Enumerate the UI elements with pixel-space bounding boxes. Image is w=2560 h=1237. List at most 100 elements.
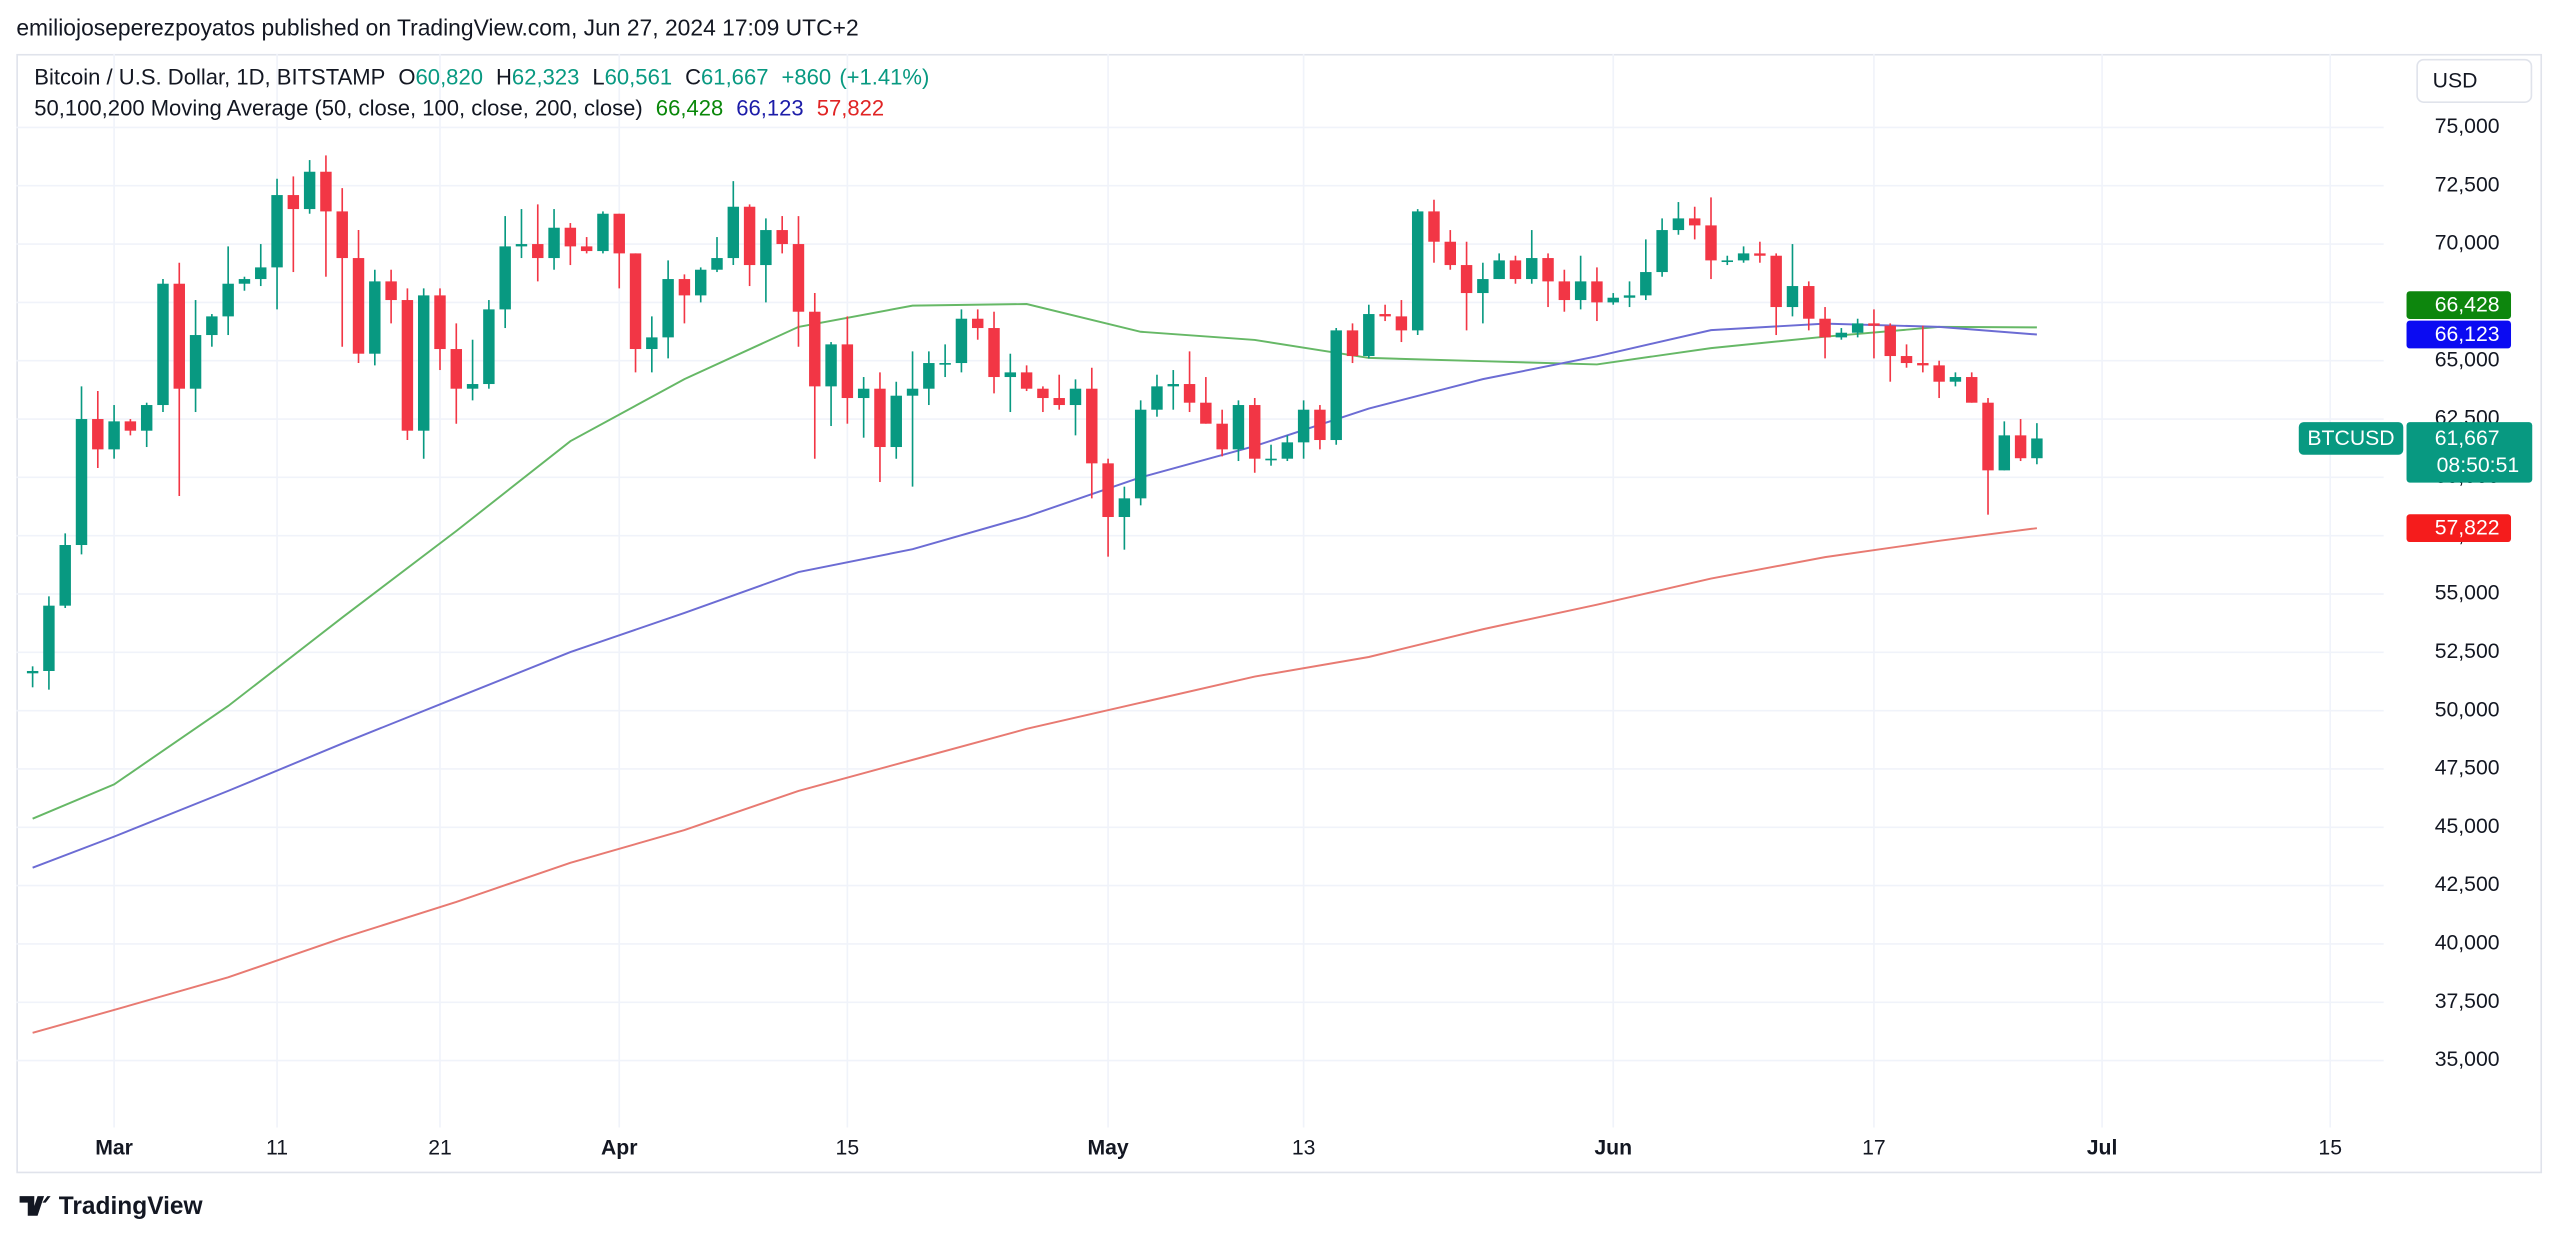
candle-body xyxy=(1574,281,1587,301)
symbol-badge xyxy=(2298,422,2404,455)
candle-body xyxy=(1053,398,1065,406)
candle-body xyxy=(727,206,740,259)
ohlc-value: 60,561 xyxy=(605,64,672,89)
candle-body xyxy=(26,670,39,674)
x-tick-label: Jun xyxy=(1594,1136,1632,1159)
y-tick-label: 50,000 xyxy=(2435,698,2500,721)
candle-body xyxy=(874,388,886,448)
candle-body xyxy=(1900,356,1913,364)
candle-body xyxy=(1623,295,1636,298)
x-tick-label: May xyxy=(1087,1136,1128,1159)
last-price-badge xyxy=(2406,422,2533,483)
candle-body xyxy=(189,335,202,389)
chart-frame xyxy=(16,53,2543,1174)
candle-body xyxy=(923,363,935,389)
candle-body xyxy=(1314,409,1326,441)
candle-body xyxy=(108,421,120,450)
ohlc-value: 60,820 xyxy=(416,64,483,89)
moving-averages xyxy=(32,303,2038,1034)
candle-body xyxy=(1982,402,1994,471)
candle-body xyxy=(1086,388,1098,464)
candle-body xyxy=(972,318,984,329)
ohlc-key: O xyxy=(398,64,415,89)
x-tick-label: 15 xyxy=(2318,1136,2342,1159)
candle-body xyxy=(1134,409,1147,499)
candle-body xyxy=(646,337,658,350)
candle-body xyxy=(75,419,88,546)
candle-body xyxy=(1395,316,1408,331)
y-tick-label: 52,500 xyxy=(2435,640,2500,663)
x-tick-label: 13 xyxy=(1292,1136,1316,1159)
legend-line: 50,100,200 Moving Average (50, close, 10… xyxy=(34,95,884,120)
candle-body xyxy=(939,363,951,365)
x-tick-label: 11 xyxy=(266,1136,288,1159)
y-tick-label: 72,500 xyxy=(2435,173,2500,196)
candle-body xyxy=(271,195,283,268)
candle-body xyxy=(222,283,234,317)
last-price-label: 61,667 xyxy=(2435,427,2500,450)
candle-body xyxy=(1770,255,1782,308)
candle-body xyxy=(711,258,723,270)
candle-body xyxy=(1493,260,1505,280)
candle-body xyxy=(1411,211,1424,331)
moving-average-line xyxy=(32,527,2038,1034)
candle-body xyxy=(124,421,137,431)
y-tick-label: 37,500 xyxy=(2435,990,2500,1013)
candle-body xyxy=(1118,498,1131,518)
candle-body xyxy=(1917,363,1929,366)
ohlc-value: 61,667 xyxy=(701,64,768,89)
change-percent: (+1.41%) xyxy=(839,64,929,89)
candle-body xyxy=(1542,258,1554,282)
candle-body xyxy=(1688,218,1701,226)
candle-body xyxy=(1558,281,1571,301)
y-tick-label: 70,000 xyxy=(2435,232,2500,255)
candle-body xyxy=(629,253,642,350)
candle-body xyxy=(92,419,104,450)
indicator-label: 50,100,200 Moving Average (50, close, 10… xyxy=(34,95,642,120)
candle-body xyxy=(694,269,707,296)
candle-body xyxy=(140,405,153,431)
candle-body xyxy=(1509,260,1522,280)
candle-body xyxy=(906,388,919,396)
candle-body xyxy=(1363,314,1375,357)
candle-body xyxy=(1737,253,1750,261)
candle-body xyxy=(1966,377,1978,403)
candle-body xyxy=(613,213,625,254)
currency-button[interactable] xyxy=(2416,58,2533,103)
candle-body xyxy=(597,213,609,252)
y-tick-label: 75,000 xyxy=(2435,115,2500,138)
change: +860 xyxy=(782,64,832,89)
candle-body xyxy=(1151,386,1163,410)
indicator-value: 66,123 xyxy=(736,95,803,120)
candle-body xyxy=(515,244,528,247)
candle-body xyxy=(809,311,821,387)
candle-body xyxy=(1004,372,1017,378)
candle-body xyxy=(1819,318,1831,338)
candle-body xyxy=(1200,402,1212,424)
candle-body xyxy=(955,318,968,364)
candle-body xyxy=(1933,365,1945,382)
candle-body xyxy=(1183,384,1196,403)
candle-body xyxy=(1998,435,2011,471)
currency[interactable]: USD xyxy=(2433,69,2478,92)
candle-body xyxy=(1379,314,1391,317)
candle-body xyxy=(173,283,185,389)
candle-body xyxy=(564,227,577,247)
countdown: 08:50:51 xyxy=(2437,454,2520,477)
legend-line: Bitcoin / U.S. Dollar, 1D, BITSTAMP O60,8… xyxy=(34,64,929,89)
candle-body xyxy=(303,171,316,210)
candle-body xyxy=(1526,258,1538,280)
candle-body xyxy=(238,279,251,284)
candle-body xyxy=(1868,323,1880,326)
candle-body xyxy=(369,281,381,354)
legend-title: Bitcoin / U.S. Dollar, 1D, BITSTAMP xyxy=(34,64,385,89)
candle-body xyxy=(336,211,348,259)
indicator-value: 66,428 xyxy=(656,95,723,120)
candle-body xyxy=(1884,325,1896,357)
candle-body xyxy=(1721,260,1734,263)
candle-body xyxy=(1167,384,1179,387)
y-tick-label: 42,500 xyxy=(2435,873,2500,896)
candle-body xyxy=(1835,332,1848,338)
